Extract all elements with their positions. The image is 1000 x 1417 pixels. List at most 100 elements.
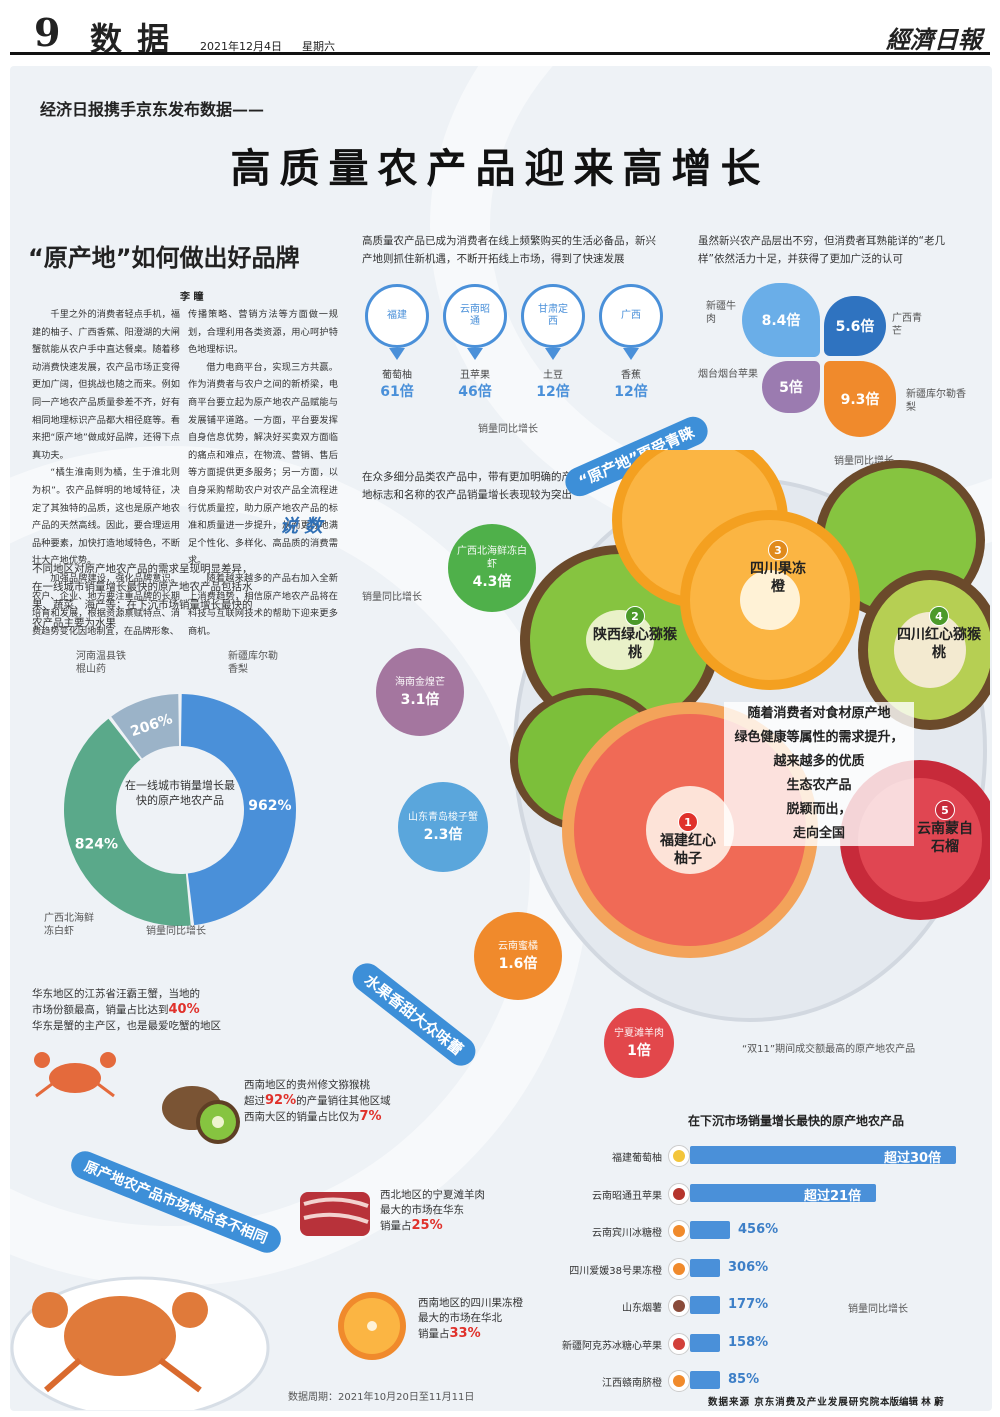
- fruit-name: 福建红心柚子: [660, 833, 716, 867]
- lamb-note: 西北地区的宁夏滩羊肉 最大的市场在华东 销量占25%: [380, 1188, 540, 1234]
- bars-note: 销量同比增长: [848, 1304, 908, 1315]
- pin-item: 甘肃定西 土豆 12倍: [518, 284, 588, 401]
- article-paragraph: “橘生淮南则为橘，生于淮北则为枳”。农产品鲜明的地域特征，决定了其独特的品质，这…: [32, 467, 180, 567]
- bar-product-icon: [668, 1145, 690, 1167]
- bar-label: 山东烟薯: [622, 1303, 662, 1314]
- plate-caption-line: 生态农产品: [724, 774, 914, 798]
- fruit-label-4: 4 四川红心猕猴桃: [894, 606, 984, 662]
- fruit-label-5: 5 云南蒙自石榴: [900, 800, 990, 856]
- article-paragraph: 传播策略、营销方法等方面做一规划，合理利用各类资源，用心呵护特色地理标识。: [188, 309, 338, 356]
- bars-title: 在下沉市场销量增长最快的原产地农产品: [688, 1114, 905, 1128]
- pin-item: 福建 葡萄柚 61倍: [362, 284, 432, 401]
- bar-label: 江西赣南脐橙: [602, 1378, 662, 1389]
- bubble-name: 云南蜜橘: [498, 940, 538, 952]
- orange-note: 西南地区的四川果冻橙 最大的市场在华北 销量占33%: [418, 1296, 558, 1342]
- kiwi-text: 超过: [244, 1095, 265, 1107]
- crab-icon: [34, 1052, 116, 1098]
- pin-marker: 甘肃定西: [521, 284, 585, 348]
- article-column-2: 传播策略、营销方法等方面做一规划，合理利用各类资源，用心呵护特色地理标识。 借力…: [188, 306, 338, 640]
- bubble-item: 海南金煌芒 3.1倍: [376, 648, 464, 736]
- fruit-label-1: 1 福建红心柚子: [648, 812, 728, 868]
- orange-line: 最大的市场在华北: [418, 1312, 502, 1324]
- clover-petal: 8.4倍: [742, 283, 820, 357]
- issue-weekday: 星期六: [302, 40, 335, 53]
- donut-label-left: 广西北海鲜冻白虾: [44, 913, 94, 937]
- crab-line: 市场份额最高，销量占比达到40%: [32, 1002, 272, 1018]
- bar-product-dot: [673, 1225, 685, 1237]
- article-paragraph: 随着越来越多的产品右加入全新上消费趋势，相信原产地农产品将在科技与互联网技术的帮…: [188, 572, 338, 637]
- lamb-line: 最大的市场在华东: [380, 1204, 464, 1216]
- bar-product-dot: [673, 1187, 685, 1200]
- masthead-rule: [10, 52, 990, 55]
- middle-intro: 在众多细分品类农产品中，带有更加明确的产地标志和名称的农产品销量增长表现较为突出: [362, 471, 572, 501]
- donut-intro: 不同地区对原产地农产品的需求呈现明显差异，在一线城市销量增长最快的原产地农产品包…: [32, 563, 253, 629]
- clover-petal: 9.3倍: [824, 361, 896, 437]
- bar: [690, 1333, 720, 1352]
- clover-note: 销量同比增长: [834, 456, 894, 467]
- bubble-value: 1.6倍: [498, 955, 538, 972]
- paper-logo: 經濟日報: [886, 25, 982, 54]
- pin-marker: 广西: [599, 284, 663, 348]
- rank-badge: 1: [678, 812, 698, 832]
- data-source: 数据来源 京东消费及产业发展研究院: [708, 1397, 881, 1408]
- bubble-item: 山东青岛梭子蟹 2.3倍: [398, 782, 488, 872]
- pin-value: 12倍: [614, 384, 648, 400]
- rank-badge: 4: [929, 606, 949, 626]
- pin-place: 甘肃定西: [538, 304, 568, 327]
- donut-chart: 962%824%206%: [64, 694, 297, 926]
- bar-label: 云南宾川冰糖橙: [592, 1228, 662, 1239]
- pin-place: 广西: [621, 310, 641, 321]
- bar-value: 456%: [738, 1222, 779, 1237]
- bar-value: 超过21倍: [804, 1188, 862, 1204]
- fruit-name: 四川果冻橙: [750, 561, 806, 595]
- pin-place: 福建: [387, 310, 407, 321]
- lamb-text: 销量占: [380, 1220, 412, 1232]
- bubble-item: 宁夏滩羊肉 1倍: [604, 1008, 674, 1078]
- bubble-value: 1倍: [627, 1042, 651, 1059]
- fruit-label-2: 2 陕西绿心猕猴桃: [590, 606, 680, 662]
- page-editor: 本版编辑 林 蔚: [880, 1397, 944, 1408]
- hairy-crab-illustration: [10, 1276, 270, 1410]
- clover-label: 新疆牛肉: [706, 301, 736, 325]
- bar-label: 新疆阿克苏冰糖心苹果: [562, 1340, 662, 1352]
- pin-marker: 云南昭通: [443, 284, 507, 348]
- bar-product-icon: [668, 1370, 690, 1392]
- pin-name: 土豆: [543, 370, 563, 381]
- orange-line: 销量占33%: [418, 1326, 558, 1342]
- bar-product-dot: [673, 1300, 685, 1312]
- clover-intro: 虽然新兴农产品层出不穷，但消费者耳熟能详的“老几样”依然活力十足，并获得了更加广…: [698, 235, 945, 265]
- article-title: “原产地”如何做出好品牌: [28, 244, 300, 272]
- bar-product-icon: [668, 1257, 690, 1280]
- bar-product-dot: [673, 1337, 685, 1350]
- article-paragraph: 借力电商平台，实现三方共赢。作为消费者与农户之间的新桥梁，电商平台要立起为原产地…: [188, 361, 338, 567]
- shuoshu-label: 说 数: [280, 516, 323, 537]
- bar-label: 云南昭通丑苹果: [592, 1190, 662, 1202]
- orange-text: 销量占: [418, 1328, 450, 1340]
- pin-value: 61倍: [380, 384, 414, 400]
- plate-footnote: “双11”期间成交额最高的原产地农产品: [742, 1044, 916, 1055]
- article-paragraph: 千里之外的消费者轻点手机，福建的柚子、广西香蕉、阳澄湖的大闸蟹就能从农户手中直达…: [32, 309, 180, 461]
- pin-marker: 福建: [365, 284, 429, 348]
- article-paragraph: 加强品牌建设，强化品牌意识。农户、企业、地方要注重品牌的长期培育和发展，根据资源…: [32, 572, 180, 637]
- plate-caption-line: 脱颖而出，: [724, 798, 914, 822]
- crab-line: 华东是蟹的主产区，也是最爱吃蟹的地区: [32, 1020, 221, 1032]
- article-column-1: 千里之外的消费者轻点手机，福建的柚子、广西香蕉、阳澄湖的大闸蟹就能从农户手中直达…: [32, 306, 180, 640]
- lamb-meat-icon: [300, 1192, 370, 1236]
- bubble-value: 4.3倍: [472, 574, 512, 590]
- article-author: 李 瞳: [180, 292, 204, 303]
- kiwi-text: 西南大区的销量占比仅为: [244, 1111, 360, 1123]
- donut-note: 销量同比增长: [146, 926, 206, 937]
- donut-slice-label: 824%: [75, 836, 118, 852]
- pin-name: 香蕉: [621, 370, 641, 381]
- clover-label: 新疆库尔勒香梨: [906, 389, 966, 413]
- orange-core: [740, 570, 800, 630]
- bar-product-icon: [668, 1295, 690, 1317]
- crab-note: 华东地区的江苏省汪霸王蟹，当地的 市场份额最高，销量占比达到40% 华东是蟹的主…: [32, 986, 272, 1034]
- plate-caption-line: 走向全国: [724, 822, 914, 846]
- bar-product-dot: [673, 1262, 685, 1275]
- plate-caption-line: 绿色健康等属性的需求提升，: [724, 726, 914, 750]
- bar: [690, 1221, 730, 1239]
- bar: [690, 1371, 720, 1389]
- bubble-item: 云南蜜橘 1.6倍: [474, 912, 562, 1000]
- kiwi-line: 西南大区的销量占比仅为7%: [244, 1109, 444, 1125]
